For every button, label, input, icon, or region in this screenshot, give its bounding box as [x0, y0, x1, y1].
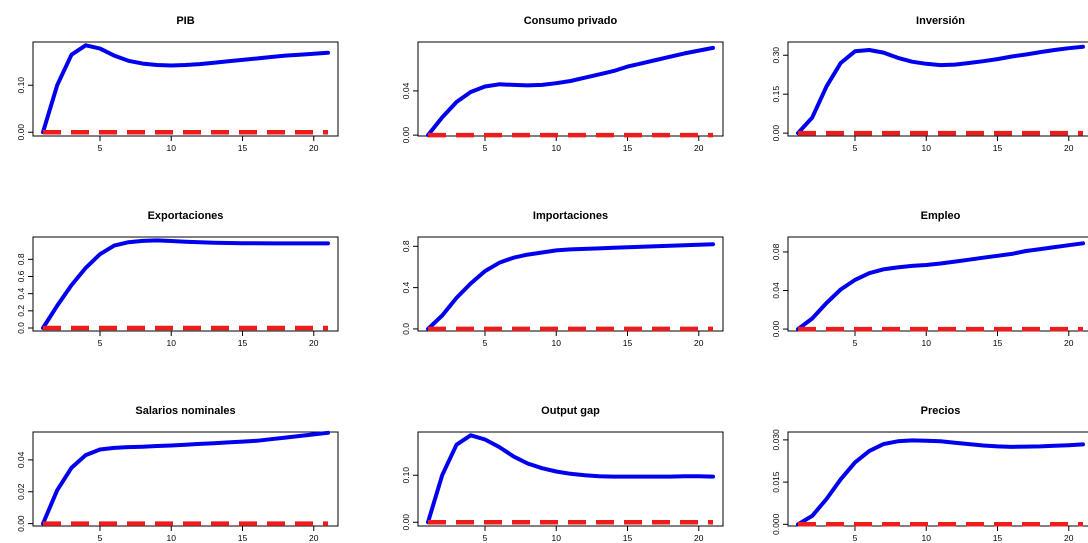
panel-8-ytick-label: 0.030 — [771, 429, 781, 451]
panel-3: Exportaciones 5 10 15 20 0.0 0.2 0.4 0.6 0.8 — [16, 210, 339, 348]
panel-1-ytick-label: 0.04 — [401, 82, 411, 99]
panel-0-xtick-label: 20 — [309, 143, 319, 153]
panel-2-ytick-label: 0.30 — [771, 47, 781, 64]
panel-7-response-line — [426, 433, 715, 525]
panel-2-ytick-label: 0.00 — [771, 125, 781, 142]
panel-6-xtick-label: 5 — [98, 533, 103, 543]
panel-6-xtick-label: 20 — [309, 533, 319, 543]
panel-5-response-line — [796, 241, 1085, 332]
panel-6-ytick-label: 0.02 — [16, 483, 26, 500]
panel-2-xtick-label: 20 — [1064, 143, 1074, 153]
panel-0-ytick-label: 0.10 — [16, 77, 26, 94]
panel-4-xtick-label: 5 — [483, 338, 488, 348]
panel-5-ytick-label: 0.00 — [771, 321, 781, 338]
panel-7-xtick-label: 15 — [623, 533, 633, 543]
panel-5: Empleo 5 10 15 20 0.00 0.04 0.08 — [771, 210, 1088, 348]
panel-3-xtick-label: 15 — [238, 338, 248, 348]
panel-5-xtick-label: 5 — [853, 338, 858, 348]
panel-1: Consumo privado 5 10 15 20 0.00 0.04 — [401, 15, 724, 153]
panel-7-title: Output gap — [541, 405, 600, 417]
panel-4-ytick-label: 0.4 — [401, 281, 411, 293]
panel-8-xtick-label: 20 — [1064, 533, 1074, 543]
panel-5-xtick-label: 15 — [993, 338, 1003, 348]
panel-7-xtick-label: 20 — [694, 533, 704, 543]
panel-4-response-line — [426, 242, 715, 331]
panel-5-title: Empleo — [921, 210, 961, 222]
panel-8-ytick-label: 0.000 — [771, 513, 781, 535]
panel-3-ytick-label: 0.8 — [16, 253, 26, 265]
panel-2-ytick-label: 0.15 — [771, 86, 781, 103]
panel-8: Precios 5 10 15 20 0.000 0.015 0.030 — [771, 405, 1088, 543]
panel-1-ytick-label: 0.00 — [401, 127, 411, 144]
panel-2-response-line — [796, 44, 1085, 136]
panel-6-ytick-label: 0.00 — [16, 515, 26, 532]
panel-2-xtick-label: 5 — [853, 143, 858, 153]
panel-3-ytick-label: 0.0 — [16, 322, 26, 334]
panel-2-plot-frame — [787, 41, 1088, 137]
panel-6-ytick-label: 0.04 — [16, 451, 26, 468]
panel-7-xtick-label: 5 — [483, 533, 488, 543]
panel-7-ytick-label: 0.00 — [401, 514, 411, 531]
panel-6-xtick-label: 15 — [238, 533, 248, 543]
panel-4-xtick-label: 10 — [552, 338, 562, 348]
panel-2-title: Inversión — [916, 15, 965, 27]
panel-3-ytick-label: 0.4 — [16, 287, 26, 299]
panel-0-xtick-label: 10 — [167, 143, 177, 153]
panel-4-xtick-label: 20 — [694, 338, 704, 348]
panel-3-xtick-label: 10 — [167, 338, 177, 348]
panel-0-xtick-label: 15 — [238, 143, 248, 153]
panel-4-ytick-label: 0.8 — [401, 240, 411, 252]
panel-8-response-line — [796, 438, 1085, 527]
panel-7-ytick-label: 0.10 — [401, 467, 411, 484]
panel-4-title: Importaciones — [533, 210, 608, 222]
panel-6-plot-frame — [32, 431, 339, 527]
panel-0-xtick-label: 5 — [98, 143, 103, 153]
panel-4-xtick-label: 15 — [623, 338, 633, 348]
panel-5-plot-frame — [787, 236, 1088, 332]
panel-6-response-line — [41, 430, 330, 526]
panel-2-xtick-label: 10 — [922, 143, 932, 153]
panel-1-response-line — [426, 45, 715, 138]
panel-5-xtick-label: 10 — [922, 338, 932, 348]
panel-8-ytick-label: 0.015 — [771, 471, 781, 493]
panel-7-xtick-label: 10 — [552, 533, 562, 543]
panel-2-xtick-label: 15 — [993, 143, 1003, 153]
panel-1-xtick-label: 5 — [483, 143, 488, 153]
panel-4: Importaciones 5 10 15 20 0.0 0.4 0.8 — [401, 210, 724, 348]
panel-5-xtick-label: 20 — [1064, 338, 1074, 348]
panel-3-xtick-label: 5 — [98, 338, 103, 348]
panel-1-xtick-label: 10 — [552, 143, 562, 153]
panel-0-ytick-label: 0.00 — [16, 124, 26, 141]
panel-1-xtick-label: 15 — [623, 143, 633, 153]
panel-0: PIB 5 10 15 20 0.00 0.10 — [16, 15, 339, 153]
panel-3-ytick-label: 0.2 — [16, 305, 26, 317]
panel-8-xtick-label: 10 — [922, 533, 932, 543]
panel-2: Inversión 5 10 15 20 0.00 0.15 0.30 — [771, 15, 1088, 153]
panel-5-ytick-label: 0.08 — [771, 243, 781, 260]
panel-4-ytick-label: 0.0 — [401, 323, 411, 335]
panel-6-xtick-label: 10 — [167, 533, 177, 543]
panel-3-title: Exportaciones — [148, 210, 224, 222]
panel-6-title: Salarios nominales — [135, 405, 235, 417]
panel-7: Output gap 5 10 15 20 0.00 0.10 — [401, 405, 724, 543]
panel-0-plot-frame — [32, 41, 339, 137]
panel-0-response-line — [41, 43, 330, 135]
panel-1-xtick-label: 20 — [694, 143, 704, 153]
panel-3-plot-frame — [32, 236, 339, 332]
panel-3-xtick-label: 20 — [309, 338, 319, 348]
panel-7-plot-frame — [417, 431, 724, 527]
panel-8-title: Precios — [921, 405, 961, 417]
panel-0-title: PIB — [176, 15, 194, 27]
panel-3-ytick-label: 0.6 — [16, 270, 26, 282]
panel-6: Salarios nominales 5 10 15 20 0.00 0.02 0.04 — [16, 405, 339, 543]
panel-8-xtick-label: 15 — [993, 533, 1003, 543]
panel-3-response-line — [41, 238, 330, 330]
panel-5-ytick-label: 0.04 — [771, 282, 781, 299]
panel-1-title: Consumo privado — [524, 15, 618, 27]
panel-8-xtick-label: 5 — [853, 533, 858, 543]
